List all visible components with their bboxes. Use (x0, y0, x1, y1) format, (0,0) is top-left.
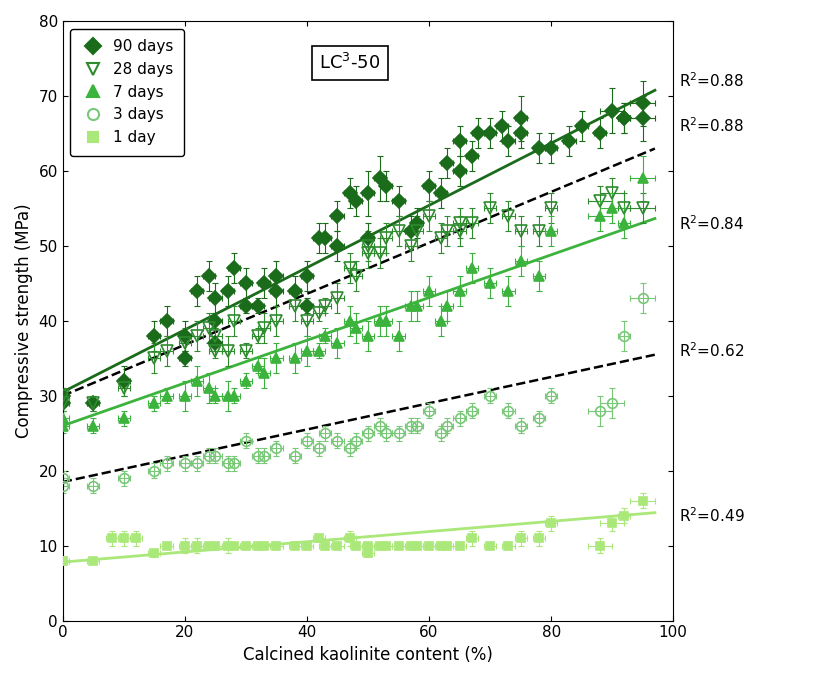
Legend: 90 days, 28 days, 7 days, 3 days, 1 day: 90 days, 28 days, 7 days, 3 days, 1 day (71, 29, 184, 155)
Y-axis label: Compressive strength (MPa): Compressive strength (MPa) (15, 204, 33, 438)
Text: R$^2$=0.88: R$^2$=0.88 (679, 117, 745, 135)
Text: R$^2$=0.88: R$^2$=0.88 (679, 71, 745, 90)
Text: R$^2$=0.84: R$^2$=0.84 (679, 214, 745, 233)
Text: LC$^3$-50: LC$^3$-50 (319, 53, 380, 73)
X-axis label: Calcined kaolinite content (%): Calcined kaolinite content (%) (243, 646, 493, 664)
Text: R$^2$=0.49: R$^2$=0.49 (679, 507, 745, 525)
Text: R$^2$=0.62: R$^2$=0.62 (679, 342, 745, 360)
